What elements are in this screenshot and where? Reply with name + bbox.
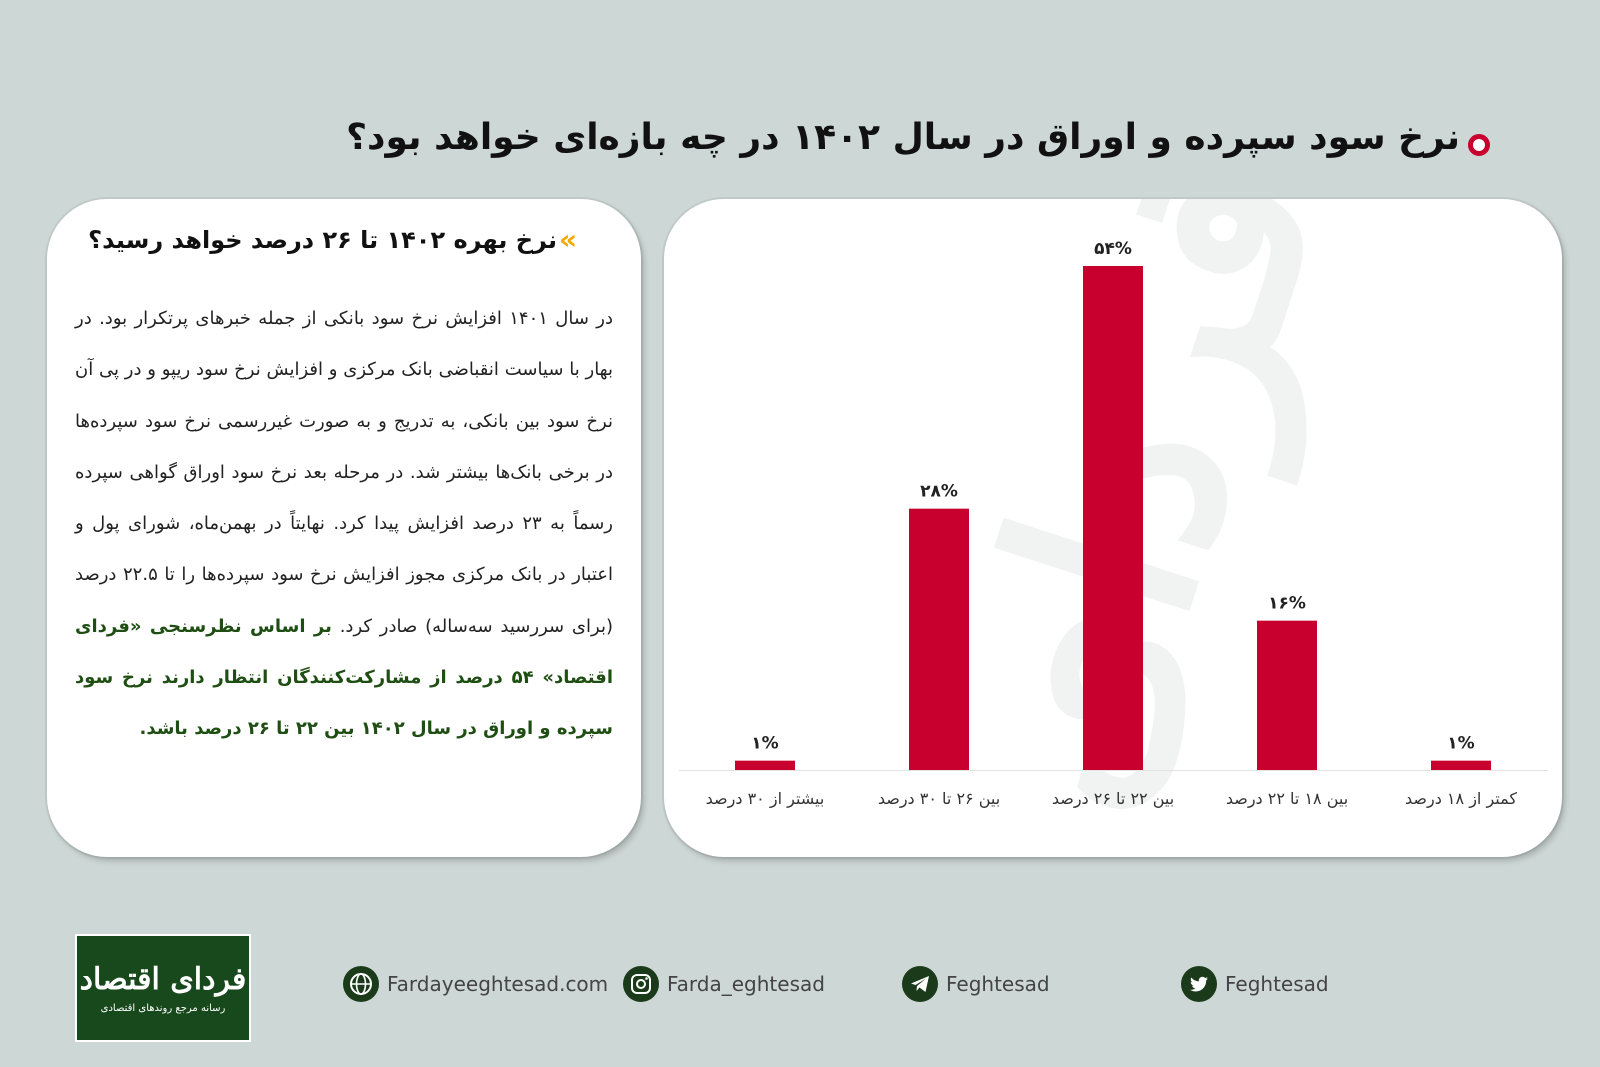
bar-2 — [1083, 266, 1143, 770]
instagram-icon — [623, 966, 659, 1002]
data-label-1: ۱۶% — [1268, 594, 1306, 614]
data-label-0: ۱% — [1447, 734, 1474, 754]
title-bullet-icon — [1468, 134, 1490, 156]
double-chevron-icon: « — [559, 223, 578, 256]
website-link[interactable]: Fardayeeghtesad.com — [387, 972, 609, 996]
bar-1 — [1257, 620, 1317, 770]
category-label-4: بیشتر از ۳۰ درصد — [706, 789, 825, 809]
globe-icon — [343, 966, 379, 1002]
category-label-0: کمتر از ۱۸ درصد — [1405, 789, 1517, 809]
brand-logo: فردای اقتصاد رسانه مرجع روندهای اقتصادی — [75, 934, 251, 1042]
bar-3 — [909, 508, 969, 770]
category-label-2: بین ۲۲ تا ۲۶ درصد — [1052, 789, 1174, 809]
article-highlight: بر اساس نظرسنجی «فردای اقتصاد» ۵۴ درصد ا… — [75, 615, 613, 740]
bar-0 — [1431, 760, 1491, 770]
data-label-4: ۱% — [751, 734, 778, 754]
footer-twitter[interactable]: Feghtesad — [1181, 964, 1329, 1004]
telegram-handle[interactable]: Feghtesad — [946, 972, 1050, 996]
page-title: نرخ سود سپرده و اوراق در سال ۱۴۰۲ در چه … — [346, 117, 1460, 158]
data-label-3: ۲۸% — [920, 482, 958, 502]
bar-4 — [735, 760, 795, 770]
category-label-3: بین ۲۶ تا ۳۰ درصد — [878, 789, 1000, 809]
twitter-icon — [1181, 966, 1217, 1002]
article-heading: نرخ بهره ۱۴۰۲ تا ۲۶ درصد خواهد رسید؟ — [88, 226, 557, 254]
article-card: « نرخ بهره ۱۴۰۲ تا ۲۶ درصد خواهد رسید؟ د… — [47, 199, 641, 857]
category-label-1: بین ۱۸ تا ۲۲ درصد — [1226, 789, 1348, 809]
twitter-handle[interactable]: Feghtesad — [1225, 972, 1329, 996]
footer-website[interactable]: Fardayeeghtesad.com — [343, 964, 608, 1004]
logo-subtitle: رسانه مرجع روندهای اقتصادی — [100, 1003, 226, 1014]
footer-instagram[interactable]: Farda_eghtesad — [623, 964, 825, 1004]
footer-telegram[interactable]: Feghtesad — [902, 964, 1050, 1004]
instagram-handle[interactable]: Farda_eghtesad — [667, 972, 825, 996]
article-paragraph: در سال ۱۴۰۱ افزایش نرخ سود بانکی از جمله… — [75, 308, 614, 637]
logo-title: فردای اقتصاد — [79, 962, 247, 997]
telegram-icon — [902, 966, 938, 1002]
data-label-2: ۵۴% — [1094, 239, 1132, 259]
bar-chart: ۱% کمتر از ۱۸ درصد ۱۶% بین ۱۸ تا ۲۲ درصد ۵۴%… — [679, 239, 1548, 809]
article-body: در سال ۱۴۰۱ افزایش نرخ سود بانکی از جمله… — [75, 293, 613, 755]
